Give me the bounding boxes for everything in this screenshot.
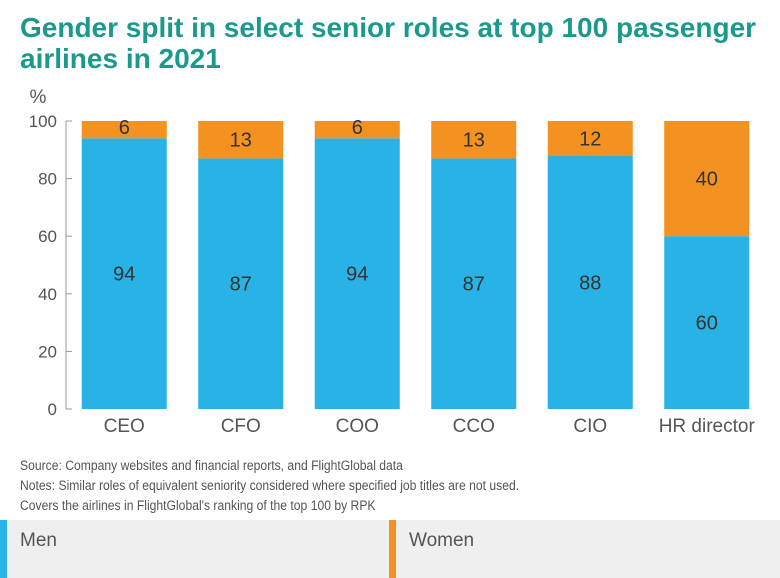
legend-swatch-women bbox=[389, 520, 396, 578]
y-tick-label: 100 bbox=[29, 112, 57, 131]
x-tick-label: HR director bbox=[659, 416, 756, 437]
coverage-note: Covers the airlines in FlightGlobal's ra… bbox=[20, 498, 376, 513]
data-label: 13 bbox=[230, 130, 252, 152]
bar-women-hr-director bbox=[664, 121, 750, 237]
data-label: 88 bbox=[579, 272, 601, 294]
y-tick-label: 80 bbox=[38, 170, 57, 189]
y-tick-label: 40 bbox=[38, 285, 57, 304]
data-label: 87 bbox=[230, 274, 252, 296]
bar-men-hr-director bbox=[664, 236, 750, 409]
x-tick-label: CEO bbox=[104, 416, 145, 437]
source-note: Source: Company websites and financial r… bbox=[20, 458, 403, 473]
bar-women-coo bbox=[314, 121, 400, 139]
data-label: 12 bbox=[579, 128, 601, 150]
data-label: 87 bbox=[463, 274, 485, 296]
y-tick-label: 20 bbox=[38, 342, 57, 361]
stacked-bar-chart: % 0 20 40 60 80 100 94 6 CEO 87 13 CFO 94 6 COO 87 13 CCO 8… bbox=[29, 87, 756, 437]
data-label: 13 bbox=[463, 130, 485, 152]
x-tick-label: CIO bbox=[573, 416, 607, 437]
legend-label-men: Men bbox=[20, 530, 57, 551]
data-label: 6 bbox=[352, 117, 363, 139]
data-label: 40 bbox=[696, 169, 718, 191]
bar-men-cfo bbox=[198, 158, 284, 409]
legend-swatch-men bbox=[0, 520, 7, 578]
chart-notes: Source: Company websites and financial r… bbox=[20, 456, 760, 516]
bar-women-ceo bbox=[81, 121, 167, 139]
methodology-note: Notes: Similar roles of equivalent senio… bbox=[20, 478, 520, 493]
data-label: 94 bbox=[113, 264, 135, 286]
bar-men-ceo bbox=[81, 138, 167, 409]
chart-title: Gender split in select senior roles at t… bbox=[20, 12, 757, 74]
bar-men-cio bbox=[547, 155, 633, 409]
x-tick-label: CFO bbox=[221, 416, 261, 437]
data-label: 94 bbox=[346, 264, 368, 286]
chart-legend: Men Women bbox=[0, 520, 780, 578]
data-label: 60 bbox=[696, 313, 718, 335]
y-tick-label: 60 bbox=[38, 227, 57, 246]
legend-label-women: Women bbox=[409, 530, 475, 551]
x-tick-label: CCO bbox=[453, 416, 495, 437]
bar-men-coo bbox=[314, 138, 400, 409]
bar-women-cco bbox=[431, 121, 517, 159]
y-axis-unit-label: % bbox=[30, 87, 47, 108]
bar-women-cfo bbox=[198, 121, 284, 159]
data-label: 6 bbox=[119, 117, 130, 139]
bar-women-cio bbox=[547, 121, 633, 156]
bar-men-cco bbox=[431, 158, 517, 409]
y-tick-label: 0 bbox=[48, 400, 57, 419]
x-tick-label: COO bbox=[336, 416, 379, 437]
